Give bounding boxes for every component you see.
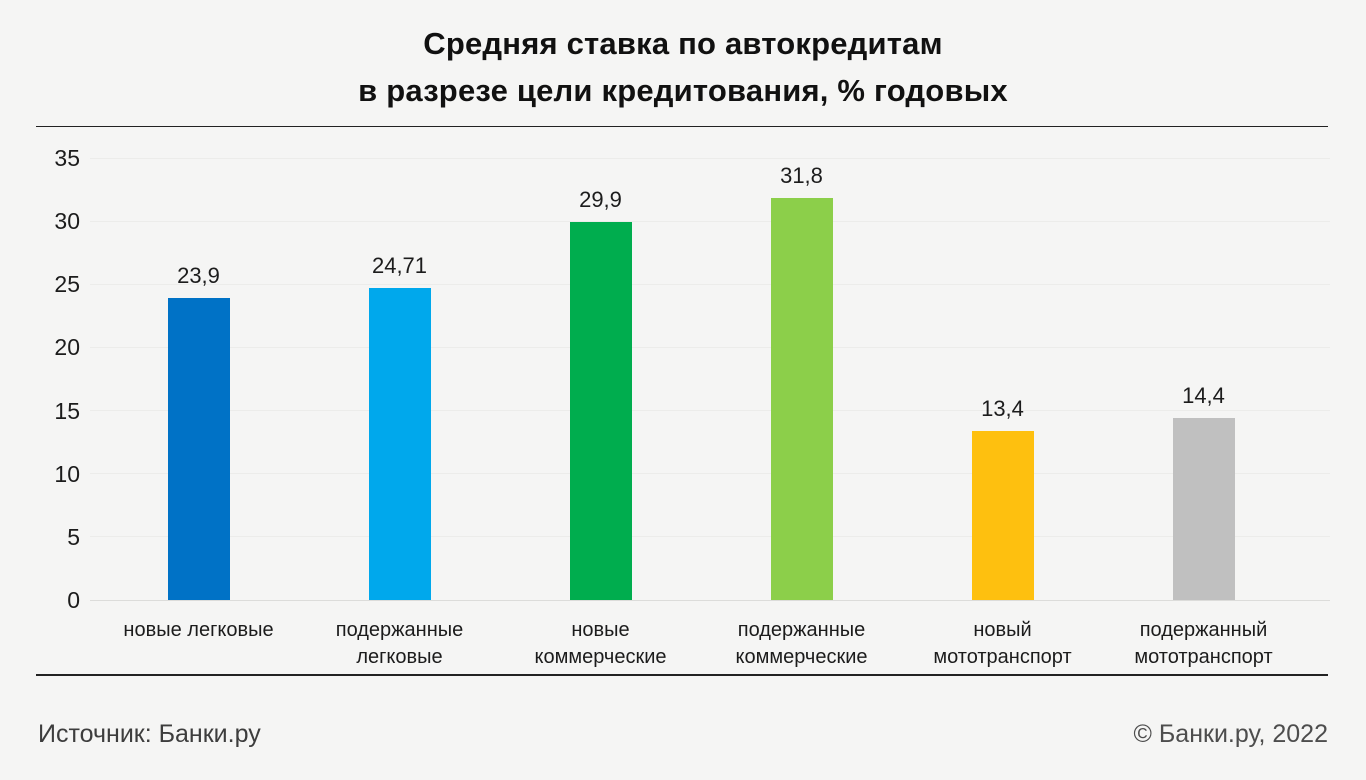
gridline-25 (90, 283, 1330, 285)
bar-group-5: 14,4 (1103, 158, 1304, 600)
plot-area (90, 157, 1330, 601)
bar-value-label-5: 14,4 (1182, 383, 1225, 409)
y-tick-label-20: 20 (54, 334, 80, 361)
bar-value-label-1: 24,71 (371, 252, 428, 278)
x-tick-label-1: подержанные легковые (335, 619, 464, 668)
bar-1 (368, 287, 431, 600)
y-tick-label-25: 25 (54, 271, 80, 298)
chart-title: Средняя ставка по автокредитам в разрезе… (0, 20, 1366, 114)
bar-4 (971, 430, 1034, 600)
x-tick-label-0: новые легковые (123, 619, 274, 641)
bar-series: 23,9 24,71 29,9 31,8 13,4 14,4 (98, 158, 1304, 600)
x-tick-label-3: подержанные коммерческие (735, 619, 868, 668)
bar-3 (770, 198, 833, 600)
bar-value-label-0: 23,9 (177, 263, 220, 289)
bar-value-label-3: 31,8 (780, 163, 823, 189)
bar-group-0: 23,9 (98, 158, 299, 600)
y-tick-label-5: 5 (67, 523, 80, 550)
y-tick-label-35: 35 (54, 145, 80, 171)
gridline-20 (90, 346, 1330, 348)
chart-title-line-1: Средняя ставка по автокредитам (423, 26, 943, 61)
gridline-15 (90, 410, 1330, 412)
bar-2 (569, 222, 632, 600)
bar-value-label-2: 29,9 (579, 187, 622, 213)
copyright-label: © Банки.ру, 2022 (1133, 720, 1328, 748)
gridline-5 (90, 536, 1330, 538)
title-divider (36, 126, 1328, 127)
bar-group-4: 13,4 (902, 158, 1103, 600)
source-label: Источник: Банки.ру (38, 720, 261, 748)
bar-group-2: 29,9 (500, 158, 701, 600)
y-tick-label-15: 15 (54, 397, 80, 424)
chart-divider (36, 674, 1328, 676)
y-axis-labels: 0 5 10 15 20 25 30 35 (0, 145, 80, 613)
gridline-35 (90, 157, 1330, 159)
bar-value-label-4: 13,4 (981, 395, 1024, 421)
x-tick-label-2: новые коммерческие (534, 619, 667, 668)
gridline-30 (90, 220, 1330, 222)
bar-5 (1172, 418, 1235, 600)
x-tick-label-5: подержанный мототранспорт (1134, 619, 1273, 668)
bar-group-3: 31,8 (701, 158, 902, 600)
x-tick-label-4: новый мототранспорт (933, 619, 1072, 668)
y-tick-label-30: 30 (54, 208, 80, 235)
bar-group-1: 24,71 (299, 158, 500, 600)
chart-title-line-2: в разрезе цели кредитования, % годовых (358, 73, 1008, 108)
footer: Источник: Банки.ру © Банки.ру, 2022 (38, 720, 1328, 749)
gridline-0 (90, 599, 1330, 601)
bar-0 (167, 298, 230, 600)
gridline-10 (90, 473, 1330, 475)
y-tick-label-10: 10 (54, 460, 80, 487)
y-tick-label-0: 0 (67, 587, 80, 613)
